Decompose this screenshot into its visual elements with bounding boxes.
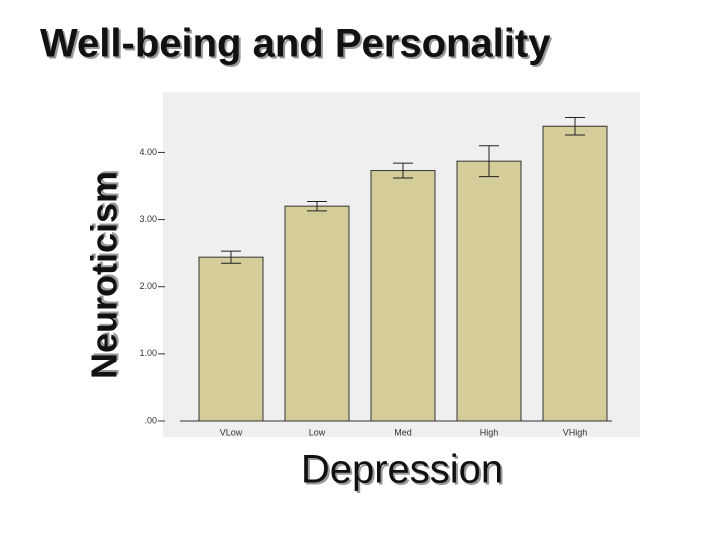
bar [542, 125, 608, 422]
bar [284, 205, 350, 422]
error-bar [479, 145, 499, 178]
error-bar [393, 162, 413, 179]
x-tick-label: High [480, 427, 499, 437]
chart-title: Well-being and Personality [40, 22, 551, 66]
y-axis-label: Neuroticism [84, 171, 125, 379]
x-axis-label: Depression [301, 448, 503, 492]
error-bar [565, 117, 585, 136]
y-tick-label: 3.00 [139, 214, 157, 224]
x-tick-label: VLow [220, 427, 243, 437]
y-tick-label: 1.00 [139, 348, 157, 358]
x-tick-label: Med [394, 427, 412, 437]
bar [370, 170, 436, 422]
bar [456, 160, 522, 422]
error-bar [307, 200, 327, 212]
y-tick-label: 2.00 [139, 281, 157, 291]
x-tick-label: VHigh [563, 427, 588, 437]
bar [198, 256, 264, 422]
error-bar [221, 250, 241, 264]
y-tick-label: .00 [144, 415, 157, 425]
y-tick-label: 4.00 [139, 147, 157, 157]
x-tick-label: Low [309, 427, 326, 437]
